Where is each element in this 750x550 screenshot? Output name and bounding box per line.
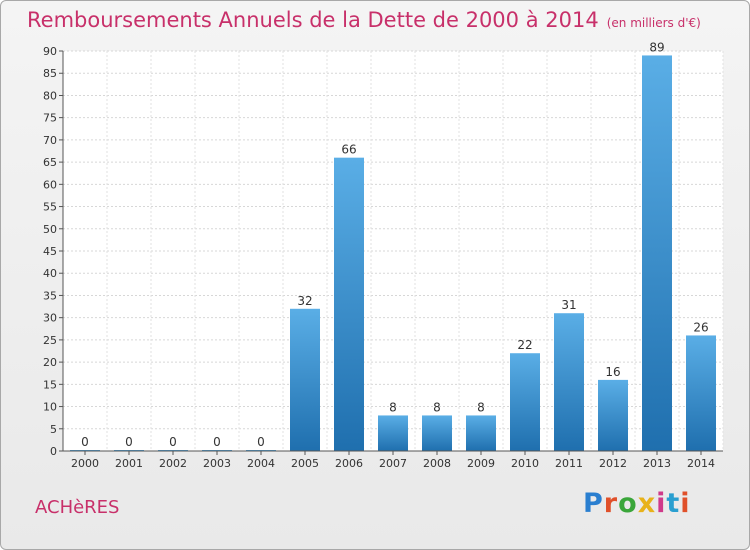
data-label: 0: [81, 435, 89, 449]
y-tick-label: 35: [43, 289, 57, 302]
logo-letter: r: [603, 488, 619, 519]
bar: [510, 353, 540, 451]
commune-name: ACHèRES: [35, 497, 120, 518]
data-label: 89: [649, 40, 664, 54]
data-label: 16: [605, 365, 620, 379]
data-label: 8: [477, 400, 485, 414]
y-tick-label: 15: [43, 378, 57, 391]
logo-letter: t: [666, 488, 681, 519]
y-tick-label: 20: [43, 356, 57, 369]
bar: [334, 157, 364, 451]
x-tick-label: 2002: [159, 457, 187, 470]
data-label: 32: [297, 294, 312, 308]
bar: [378, 415, 408, 451]
x-tick-label: 2013: [643, 457, 671, 470]
data-label: 66: [341, 143, 356, 157]
x-tick-label: 2010: [511, 457, 539, 470]
proxiti-logo: Proxiti: [583, 488, 691, 519]
y-tick-label: 85: [43, 67, 57, 80]
x-tick-label: 2006: [335, 457, 363, 470]
unit-label: (en milliers d'€): [606, 16, 701, 30]
y-tick-label: 50: [43, 223, 57, 236]
y-tick-label: 30: [43, 312, 57, 325]
x-tick-label: 2001: [115, 457, 143, 470]
data-label: 0: [257, 435, 265, 449]
y-tick-label: 55: [43, 201, 57, 214]
x-tick-label: 2009: [467, 457, 495, 470]
y-tick-label: 90: [43, 45, 57, 58]
y-tick-label: 0: [50, 445, 57, 458]
x-tick-label: 2014: [687, 457, 715, 470]
y-tick-label: 5: [50, 423, 57, 436]
bar: [686, 335, 716, 451]
bar: [466, 415, 496, 451]
logo-letter: i: [656, 488, 667, 519]
x-tick-label: 2011: [555, 457, 583, 470]
y-tick-label: 80: [43, 89, 57, 102]
y-tick-label: 40: [43, 267, 57, 280]
bar: [598, 379, 628, 451]
y-tick-label: 45: [43, 245, 57, 258]
bar: [422, 415, 452, 451]
x-tick-label: 2007: [379, 457, 407, 470]
y-tick-label: 70: [43, 134, 57, 147]
y-tick-label: 10: [43, 401, 57, 414]
x-tick-label: 2003: [203, 457, 231, 470]
x-tick-label: 2012: [599, 457, 627, 470]
data-label: 31: [561, 298, 576, 312]
y-tick-label: 75: [43, 112, 57, 125]
bar: [642, 55, 672, 451]
y-tick-label: 25: [43, 334, 57, 347]
chart-title: Remboursements Annuels de la Dette de 20…: [27, 8, 701, 32]
logo-letter: i: [680, 488, 691, 519]
data-label: 0: [125, 435, 133, 449]
data-label: 26: [693, 320, 708, 334]
data-label: 8: [389, 400, 397, 414]
logo-letter: x: [637, 488, 657, 519]
data-label: 8: [433, 400, 441, 414]
y-tick-label: 65: [43, 156, 57, 169]
bar: [290, 308, 320, 451]
x-tick-label: 2000: [71, 457, 99, 470]
x-tick-label: 2004: [247, 457, 275, 470]
y-tick-label: 60: [43, 178, 57, 191]
data-label: 0: [213, 435, 221, 449]
x-tick-label: 2008: [423, 457, 451, 470]
data-label: 22: [517, 338, 532, 352]
logo-letter: P: [583, 488, 604, 519]
x-tick-label: 2005: [291, 457, 319, 470]
data-label: 0: [169, 435, 177, 449]
bar: [554, 313, 584, 451]
logo-letter: o: [618, 488, 638, 519]
